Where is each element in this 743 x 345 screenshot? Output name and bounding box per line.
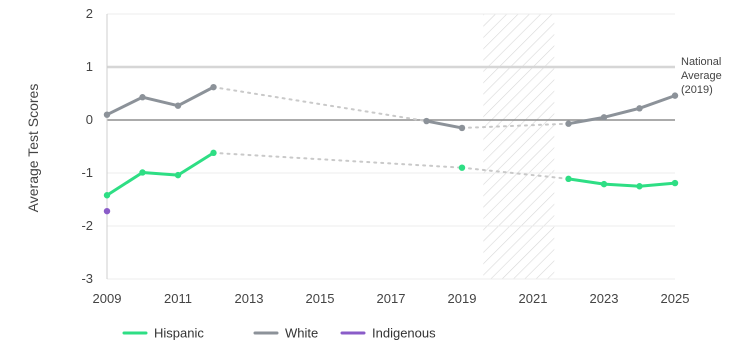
x-tick-label: 2013 [235, 291, 264, 306]
x-tick-label: 2009 [93, 291, 122, 306]
white-data-point [139, 94, 146, 101]
national-average-label-line: Average [681, 70, 722, 82]
national-average-label-line: (2019) [681, 84, 713, 96]
shaded-period-rect [483, 14, 555, 279]
legend: Hispanic White Indigenous [122, 326, 436, 341]
hispanic-data-point [671, 179, 679, 187]
y-tick-label: 0 [86, 112, 93, 127]
white-data-point [103, 111, 111, 118]
white-series-line [567, 94, 677, 126]
hispanic-data-point [600, 180, 608, 188]
indigenous-data-point [103, 207, 111, 215]
y-axis-ticks: 2 1 0 -1 -2 -3 [81, 6, 93, 286]
hispanic-series-line [567, 177, 677, 188]
hispanic-data-point [139, 169, 146, 176]
y-tick-label: -1 [81, 165, 93, 180]
white-data-point [671, 92, 679, 99]
reference-line-label: National Average (2019) [681, 56, 722, 96]
gap-connector [212, 86, 428, 123]
x-tick-label: 2017 [377, 291, 406, 306]
hispanic-data-point [636, 183, 643, 190]
shaded-period [483, 14, 555, 279]
white-series-line [425, 119, 464, 130]
x-tick-label: 2021 [519, 291, 548, 306]
white-data-point [423, 117, 430, 125]
national-average-label-line: National [681, 56, 721, 68]
white-data-point [600, 114, 608, 121]
hispanic-legend-label: Hispanic [154, 326, 204, 341]
y-tick-label: -3 [81, 271, 93, 286]
x-tick-label: 2023 [590, 291, 619, 306]
gap-lines [212, 86, 570, 180]
white-data-point [210, 83, 217, 91]
white-data-point [636, 105, 643, 112]
hispanic-data-point [458, 164, 466, 171]
hispanic-data-point [565, 175, 572, 183]
y-tick-label: 2 [86, 6, 93, 21]
hispanic-series-line [105, 151, 215, 197]
x-tick-label: 2025 [661, 291, 690, 306]
x-tick-label: 2011 [164, 291, 192, 306]
hispanic-data-point [174, 171, 182, 179]
x-axis-ticks: 2009 2011 2013 2015 2017 2019 2021 2023 2025 [93, 291, 690, 306]
indigenous-legend-label: Indigenous [372, 326, 436, 341]
white-legend-label: White [285, 326, 318, 341]
x-tick-label: 2015 [306, 291, 335, 306]
hispanic-data-point [103, 192, 111, 199]
hispanic-data-point [210, 149, 217, 157]
y-tick-label: -2 [81, 218, 93, 233]
y-axis-label: Average Test Scores [25, 84, 41, 213]
gap-connector [212, 151, 463, 169]
y-tick-label: 1 [86, 59, 93, 74]
white-series-line [105, 85, 215, 117]
white-data-point [174, 102, 182, 109]
series-lines [103, 83, 679, 215]
grid [106, 13, 675, 280]
x-tick-label: 2019 [448, 291, 477, 306]
white-data-point [458, 124, 466, 132]
white-data-point [565, 120, 572, 127]
